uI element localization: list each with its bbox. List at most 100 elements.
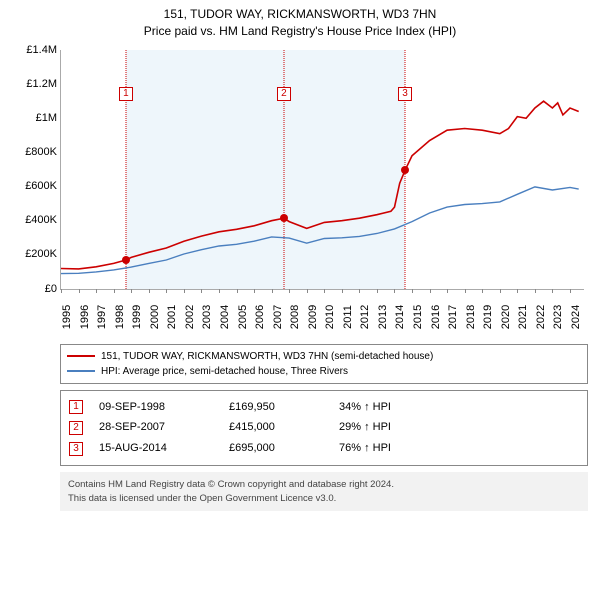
event-marker-badge: 1 <box>119 87 133 101</box>
event-date: 15-AUG-2014 <box>99 438 229 459</box>
x-axis-tick <box>552 289 553 293</box>
x-axis-tick-label: 2005 <box>237 304 249 328</box>
x-axis-tick <box>219 289 220 293</box>
x-axis-tick-label: 2007 <box>272 304 284 328</box>
event-marker-badge: 2 <box>277 87 291 101</box>
x-axis-tick-label: 2014 <box>394 304 406 328</box>
x-axis-tick <box>430 289 431 293</box>
series-dot <box>401 166 409 174</box>
x-axis-tick-label: 2015 <box>412 304 424 328</box>
legend-swatch-icon <box>67 355 95 357</box>
series-hpi <box>61 186 579 273</box>
series-dot <box>280 214 288 222</box>
x-axis-tick-label: 1999 <box>131 304 143 328</box>
x-axis-tick-label: 2003 <box>201 304 213 328</box>
legend-label: HPI: Average price, semi-detached house,… <box>101 364 348 379</box>
y-axis-tick-label: £1.2M <box>26 78 57 90</box>
legend-label: 151, TUDOR WAY, RICKMANSWORTH, WD3 7HN (… <box>101 349 433 364</box>
x-axis-tick-label: 2019 <box>482 304 494 328</box>
x-axis-tick <box>482 289 483 293</box>
legend-box: 151, TUDOR WAY, RICKMANSWORTH, WD3 7HN (… <box>60 344 588 384</box>
title-block: 151, TUDOR WAY, RICKMANSWORTH, WD3 7HN P… <box>0 0 600 42</box>
x-axis-tick <box>307 289 308 293</box>
x-axis-tick-label: 2020 <box>500 304 512 328</box>
event-date: 28-SEP-2007 <box>99 417 229 438</box>
event-row: 1 09-SEP-1998 £169,950 34% ↑ HPI <box>69 397 579 418</box>
series-price_paid <box>61 101 579 269</box>
x-axis-tick <box>184 289 185 293</box>
x-axis-tick <box>289 289 290 293</box>
x-axis-tick <box>254 289 255 293</box>
x-axis-tick-label: 2022 <box>535 304 547 328</box>
x-axis-tick-label: 2004 <box>219 304 231 328</box>
x-axis-tick-label: 2012 <box>359 304 371 328</box>
x-axis-tick-label: 2001 <box>166 304 178 328</box>
chart-area: £0£200K£400K£600K£800K£1M£1.2M£1.4M19951… <box>12 50 588 340</box>
event-delta: 29% ↑ HPI <box>339 417 449 438</box>
event-price: £415,000 <box>229 417 339 438</box>
x-axis-tick <box>272 289 273 293</box>
title-subtitle: Price paid vs. HM Land Registry's House … <box>0 23 600 40</box>
x-axis-tick <box>166 289 167 293</box>
x-axis-tick-label: 2008 <box>289 304 301 328</box>
x-axis-tick <box>394 289 395 293</box>
y-axis-tick-label: £1M <box>36 112 57 124</box>
x-axis-tick-label: 2017 <box>447 304 459 328</box>
legend-swatch-icon <box>67 370 95 372</box>
x-axis-tick-label: 2011 <box>342 305 354 329</box>
y-axis-tick-label: £200K <box>25 248 57 260</box>
event-date: 09-SEP-1998 <box>99 397 229 418</box>
y-axis-tick-label: £0 <box>45 283 57 295</box>
x-axis-tick <box>79 289 80 293</box>
footer-line: This data is licensed under the Open Gov… <box>68 492 580 505</box>
x-axis-tick <box>447 289 448 293</box>
x-axis-tick <box>517 289 518 293</box>
x-axis-tick <box>570 289 571 293</box>
event-row: 3 15-AUG-2014 £695,000 76% ↑ HPI <box>69 438 579 459</box>
legend-item: 151, TUDOR WAY, RICKMANSWORTH, WD3 7HN (… <box>67 349 581 364</box>
x-axis-tick <box>114 289 115 293</box>
legend-item: HPI: Average price, semi-detached house,… <box>67 364 581 379</box>
title-address: 151, TUDOR WAY, RICKMANSWORTH, WD3 7HN <box>0 6 600 23</box>
event-delta: 34% ↑ HPI <box>339 397 449 418</box>
x-axis-tick <box>131 289 132 293</box>
x-axis-tick <box>61 289 62 293</box>
y-axis-tick-label: £1.4M <box>26 44 57 56</box>
x-axis-tick <box>201 289 202 293</box>
series-svg <box>61 50 584 289</box>
event-badge: 3 <box>69 442 83 456</box>
x-axis-tick <box>465 289 466 293</box>
x-axis-tick <box>149 289 150 293</box>
series-dot <box>122 256 130 264</box>
x-axis-tick-label: 1998 <box>114 304 126 328</box>
plot-region: £0£200K£400K£600K£800K£1M£1.2M£1.4M19951… <box>60 50 584 290</box>
x-axis-tick-label: 2002 <box>184 304 196 328</box>
x-axis-tick <box>324 289 325 293</box>
y-axis-tick-label: £600K <box>25 180 57 192</box>
event-row: 2 28-SEP-2007 £415,000 29% ↑ HPI <box>69 417 579 438</box>
event-marker-badge: 3 <box>398 87 412 101</box>
chart-container: 151, TUDOR WAY, RICKMANSWORTH, WD3 7HN P… <box>0 0 600 511</box>
event-badge: 1 <box>69 400 83 414</box>
event-price: £695,000 <box>229 438 339 459</box>
x-axis-tick-label: 2018 <box>465 304 477 328</box>
x-axis-tick <box>500 289 501 293</box>
x-axis-tick <box>237 289 238 293</box>
y-axis-tick-label: £400K <box>25 214 57 226</box>
event-badge: 2 <box>69 421 83 435</box>
events-box: 1 09-SEP-1998 £169,950 34% ↑ HPI 2 28-SE… <box>60 390 588 467</box>
x-axis-tick-label: 2000 <box>149 304 161 328</box>
x-axis-tick <box>96 289 97 293</box>
x-axis-tick-label: 2016 <box>430 304 442 328</box>
x-axis-tick-label: 1996 <box>79 304 91 328</box>
x-axis-tick-label: 1995 <box>61 304 73 328</box>
x-axis-tick <box>359 289 360 293</box>
y-axis-tick-label: £800K <box>25 146 57 158</box>
x-axis-tick-label: 2023 <box>552 304 564 328</box>
event-price: £169,950 <box>229 397 339 418</box>
x-axis-tick-label: 2010 <box>324 304 336 328</box>
footer-box: Contains HM Land Registry data © Crown c… <box>60 472 588 511</box>
x-axis-tick-label: 2009 <box>307 304 319 328</box>
x-axis-tick-label: 2024 <box>570 304 582 328</box>
x-axis-tick-label: 1997 <box>96 304 108 328</box>
